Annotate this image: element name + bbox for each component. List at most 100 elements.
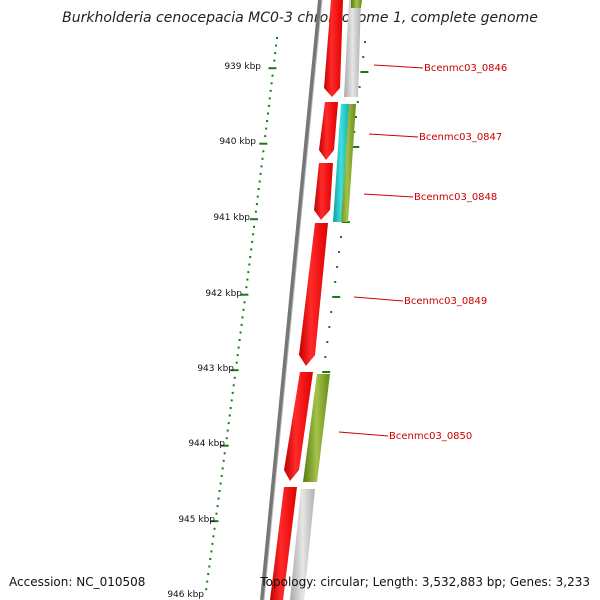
kbp-minor-tick: [211, 542, 214, 545]
kbp-major-tick: [210, 520, 219, 523]
kbp-minor-tick: [267, 104, 270, 107]
reverse-cds-feature: [344, 0, 361, 97]
kbp-major-tick: [220, 444, 229, 447]
kbp-major-tick: [259, 142, 268, 145]
outer-minor-tick: [338, 251, 341, 253]
kbp-minor-tick: [206, 580, 209, 583]
kbp-minor-tick: [212, 535, 215, 538]
kbp-minor-tick: [217, 497, 220, 500]
gene-leader-line: [373, 64, 424, 69]
kbp-minor-tick: [236, 354, 239, 357]
kbp-minor-tick: [268, 97, 271, 100]
kbp-minor-tick: [225, 437, 228, 440]
kbp-minor-tick: [254, 210, 257, 213]
kbp-minor-tick: [250, 248, 253, 251]
kbp-minor-tick: [237, 346, 240, 349]
outer-minor-tick: [356, 101, 359, 103]
kbp-minor-tick: [275, 44, 278, 47]
kbp-minor-tick: [223, 452, 226, 455]
kbp-minor-tick: [255, 203, 258, 206]
forward-cds-track: [270, 0, 343, 600]
rna-feature: [333, 104, 349, 222]
kbp-minor-tick: [238, 339, 241, 341]
gene-label: Bcenmc03_0849: [404, 296, 487, 307]
kbp-minor-tick: [267, 112, 269, 115]
kbp-minor-tick: [273, 59, 276, 62]
forward-cds-feature: [324, 0, 343, 97]
genome-backbone-highlight: [263, 0, 323, 600]
kbp-minor-tick: [205, 588, 208, 591]
kbp-minor-tick: [261, 157, 264, 160]
kbp-minor-tick: [249, 256, 252, 258]
kbp-minor-tick: [252, 233, 255, 236]
gene-label: Bcenmc03_0848: [414, 192, 497, 203]
kbp-minor-tick: [269, 89, 272, 92]
kbp-minor-tick: [260, 165, 263, 168]
kbp-minor-tick: [262, 150, 265, 153]
kbp-label: 940 kbp: [219, 137, 256, 147]
kbp-major-tick: [268, 67, 277, 70]
kbp-minor-tick: [222, 459, 225, 462]
outer-minor-tick: [334, 281, 337, 283]
kbp-minor-tick: [246, 278, 249, 281]
kbp-minor-tick: [270, 82, 273, 85]
kbp-minor-tick: [259, 172, 262, 175]
outer-minor-tick: [362, 56, 365, 58]
kbp-minor-tick: [241, 316, 244, 319]
reverse-cds-feature: [290, 489, 315, 600]
gene-labels: Bcenmc03_0846 Bcenmc03_0847 Bcenmc03_084…: [389, 63, 507, 442]
forward-cds-feature: [284, 372, 313, 481]
orf-feature: [303, 374, 330, 482]
outer-minor-tick: [336, 266, 339, 268]
forward-cds-feature: [270, 487, 297, 600]
kbp-minor-tick: [230, 399, 233, 402]
kbp-minor-tick: [274, 52, 277, 55]
kbp-minor-tick: [266, 120, 269, 122]
gene-label: Bcenmc03_0847: [419, 132, 502, 143]
kbp-minor-tick: [257, 188, 260, 190]
kbp-minor-tick: [271, 74, 274, 77]
kbp-minor-tick: [231, 391, 234, 394]
kbp-minor-tick: [258, 180, 261, 183]
outer-minor-tick: [330, 311, 333, 313]
kbp-major-tick: [230, 369, 239, 372]
kbp-minor-tick: [256, 195, 259, 198]
outer-major-tick: [332, 296, 341, 298]
gene-leader-line: [338, 431, 389, 437]
kbp-minor-tick: [264, 135, 267, 138]
gene-leader-line: [363, 193, 414, 198]
kbp-minor-tick: [227, 422, 230, 425]
kbp-minor-tick: [219, 482, 222, 485]
kbp-minor-tick: [216, 505, 219, 508]
kbp-minor-tick: [265, 127, 268, 130]
gene-leader-line: [353, 296, 404, 302]
kbp-minor-tick: [226, 429, 229, 432]
kbp-minor-tick: [251, 240, 254, 243]
kbp-minor-tick: [242, 308, 245, 311]
gene-label: Bcenmc03_0850: [389, 431, 472, 442]
outer-minor-tick: [340, 236, 342, 238]
kbp-minor-tick: [229, 407, 232, 409]
outer-minor-tick: [364, 41, 366, 43]
kbp-minor-tick: [207, 573, 210, 576]
kbp-minor-tick: [233, 376, 236, 379]
outer-minor-tick: [355, 116, 357, 118]
map-title: Burkholderia cenocepacia MC0-3 chromosom…: [62, 10, 538, 26]
rna-track: [333, 104, 349, 222]
kbp-minor-tick: [213, 527, 216, 530]
kbp-minor-tick: [228, 414, 231, 417]
kbp-minor-tick: [232, 384, 235, 387]
outer-minor-tick: [328, 326, 331, 328]
gene-leaders: [338, 64, 424, 437]
kbp-minor-tick: [235, 361, 238, 364]
genome-backbone: [260, 0, 322, 600]
kbp-minor-tick: [240, 323, 243, 326]
kbp-label: 941 kbp: [213, 213, 250, 223]
kbp-minor-tick: [276, 37, 278, 39]
outer-minor-tick: [353, 131, 356, 133]
kbp-minor-tick: [247, 271, 250, 274]
kbp-label: 944 kbp: [188, 439, 225, 449]
outer-minor-tick: [358, 86, 361, 88]
kbp-minor-tick: [221, 467, 224, 470]
kbp-label: 942 kbp: [205, 289, 242, 299]
